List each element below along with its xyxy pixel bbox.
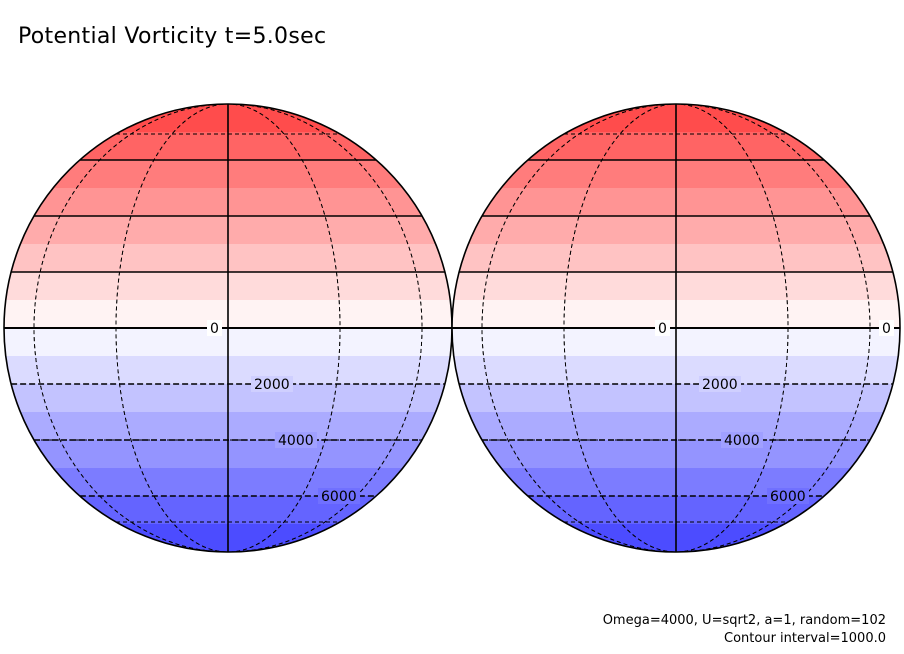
- hemisphere-right: [451, 103, 901, 553]
- globe-outline: [451, 103, 901, 553]
- contour-label-bg: [721, 432, 763, 448]
- parameters-note: Omega=4000, U=sqrt2, a=1, random=102: [602, 613, 886, 628]
- contour-label: 2000: [254, 377, 290, 393]
- contour-label: 2000: [702, 377, 738, 393]
- hemisphere-left: [3, 103, 453, 553]
- contour-label: 0: [882, 321, 891, 337]
- contour-interval-note: Contour interval=1000.0: [724, 631, 886, 646]
- contour-label: 0: [210, 321, 219, 337]
- contour-label: 6000: [770, 489, 806, 505]
- contour-label-bg: [655, 320, 670, 336]
- contour-label-bg: [275, 432, 317, 448]
- contour-label: 6000: [321, 489, 357, 505]
- contour-label-bg: [318, 488, 360, 504]
- contour-label: 4000: [278, 433, 314, 449]
- contour-label: 4000: [724, 433, 760, 449]
- contour-label-bg: [879, 320, 894, 336]
- contour-label: 0: [658, 321, 667, 337]
- contour-label-bg: [767, 488, 809, 504]
- contour-label-bg: [207, 320, 222, 336]
- contour-label-bg: [251, 376, 293, 392]
- chart-title: Potential Vorticity t=5.0sec: [18, 24, 327, 49]
- contour-label-bg: [699, 376, 741, 392]
